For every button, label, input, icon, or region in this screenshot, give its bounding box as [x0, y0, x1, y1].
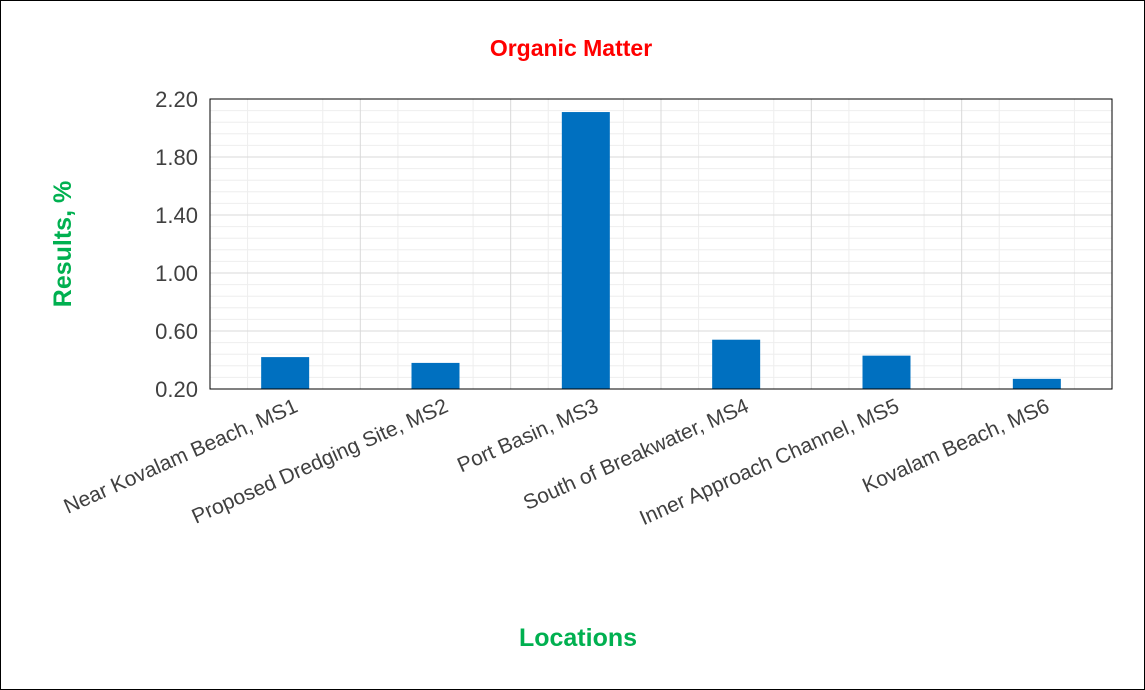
bar	[1012, 378, 1061, 389]
y-tick-label: 0.20	[155, 377, 198, 402]
bar-series	[261, 112, 1061, 390]
x-category-label: Proposed Dredging Site, MS2	[188, 395, 451, 529]
bar	[712, 339, 761, 389]
plot-area-border	[209, 98, 1113, 390]
bar	[411, 362, 460, 389]
chart-title: Organic Matter	[490, 35, 652, 61]
x-category-label: Near Kovalam Beach, MS1	[60, 395, 301, 519]
bar	[862, 355, 911, 389]
major-gridlines	[210, 98, 1112, 390]
y-tick-label: 1.40	[155, 203, 198, 228]
y-axis-title: Results, %	[49, 181, 77, 307]
x-axis-title: Locations	[519, 624, 637, 652]
bar	[561, 112, 610, 390]
y-tick-label: 1.80	[155, 145, 198, 170]
x-category-label: Inner Approach Channel, MS5	[636, 395, 902, 530]
x-category-label: Port Basin, MS3	[454, 395, 602, 478]
y-tick-label: 1.00	[155, 261, 198, 286]
y-tick-label: 2.20	[155, 87, 198, 112]
y-tick-label: 0.60	[155, 319, 198, 344]
bar	[261, 357, 310, 389]
y-axis-ticks: 0.20 0.60 1.00 1.40 1.80 2.20	[155, 87, 198, 402]
